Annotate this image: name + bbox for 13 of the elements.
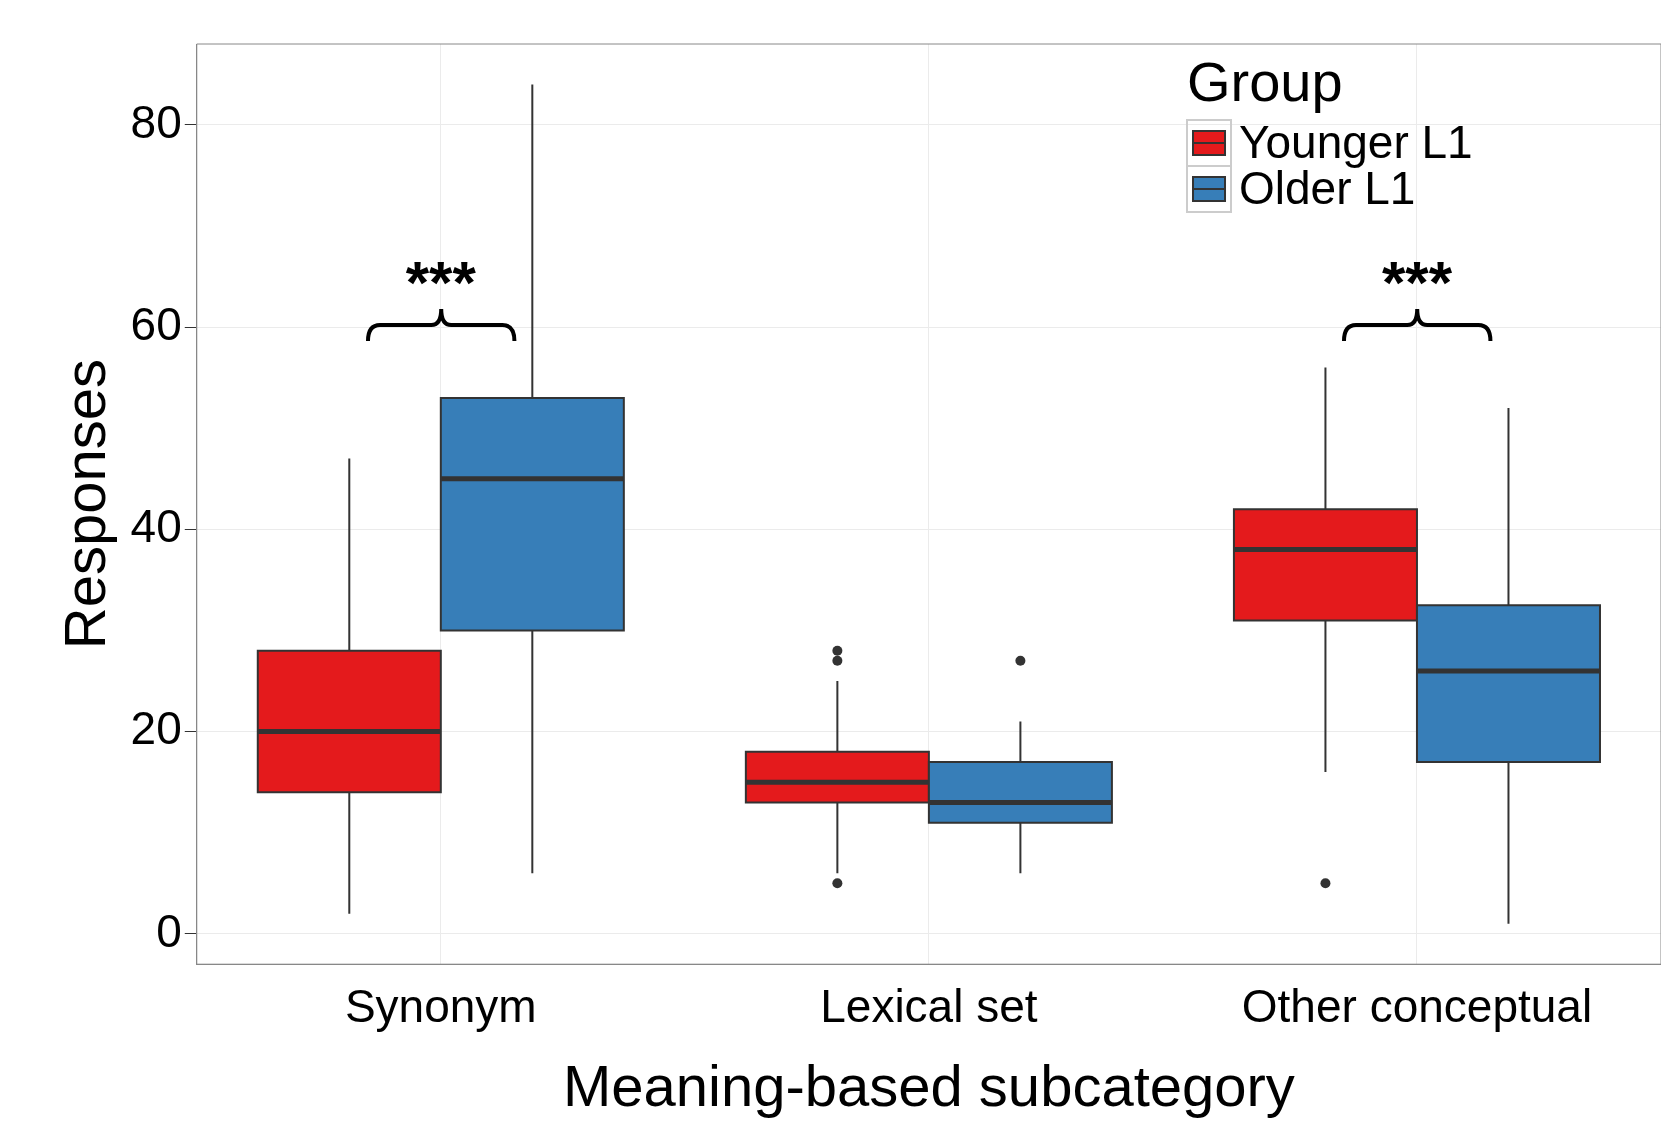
y-tick-label: 60 [130,297,182,350]
y-tick-label: 0 [156,904,182,957]
annotation: *** [1381,249,1453,317]
x-tick-label: Other conceptual [1241,980,1593,1033]
y-axis-title: Responses [51,359,117,650]
x-axis-title: Meaning-based subcategory [562,1053,1295,1119]
y-tick-label: 40 [130,500,182,553]
x-tick-label: Lexical set [820,980,1038,1033]
legend-title: Group [1187,50,1343,114]
y-tick-label: 80 [130,95,182,148]
y-tick-label: 20 [130,702,182,755]
annotation: *** [405,249,477,317]
x-tick-label: Synonym [344,980,537,1033]
